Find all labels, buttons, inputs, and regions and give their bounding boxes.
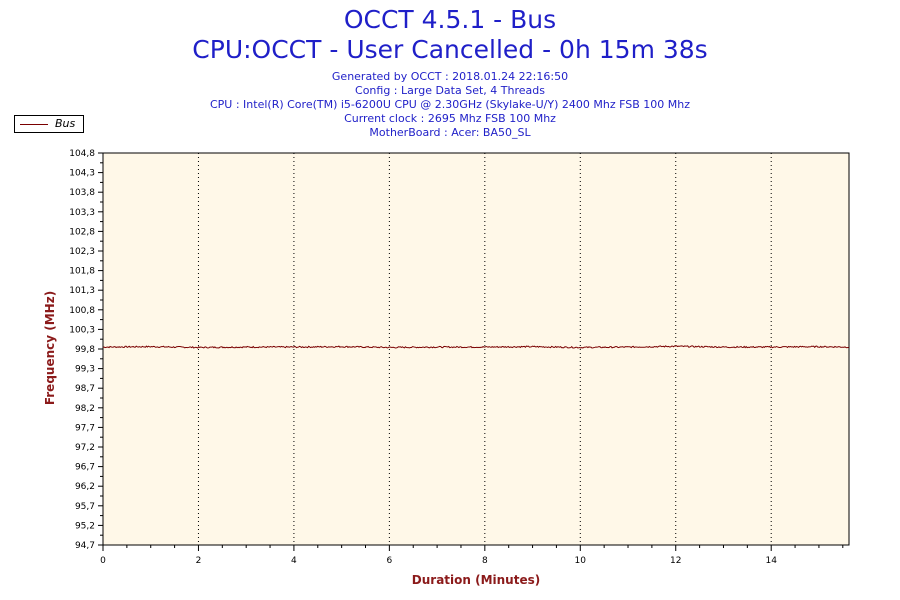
x-tick-label: 14 xyxy=(765,556,777,566)
grid-lines xyxy=(197,153,772,545)
x-tick-label: 6 xyxy=(387,556,393,566)
y-tick-label: 97,7 xyxy=(75,423,95,433)
chart-legend: Bus xyxy=(14,115,84,133)
y-tick-label: 95,2 xyxy=(75,521,95,531)
x-axis-title: Duration (Minutes) xyxy=(412,573,540,587)
info-motherboard: MotherBoard : Acer: BA50_SL xyxy=(369,126,531,139)
plot-area xyxy=(102,152,850,546)
y-tick-label: 99,3 xyxy=(75,365,95,375)
x-tick-label: 2 xyxy=(196,556,202,566)
chart-subtitle: CPU:OCCT - User Cancelled - 0h 15m 38s xyxy=(192,35,708,64)
y-tick-label: 101,3 xyxy=(69,286,95,296)
y-tick-label: 95,7 xyxy=(75,502,95,512)
y-axis-ticks: 94,7 95,2 95,7 96,2 96,7 97,2 97,7 98,2 98,7 99,3… xyxy=(69,149,103,551)
y-tick-label: 104,3 xyxy=(69,169,95,179)
info-generated: Generated by OCCT : 2018.01.24 22:16:50 xyxy=(331,70,569,83)
y-tick-label: 96,7 xyxy=(75,463,95,473)
y-tick-label: 98,2 xyxy=(75,404,95,414)
y-tick-label: 94,7 xyxy=(75,541,95,551)
info-cpu: CPU : Intel(R) Core(TM) i5-6200U CPU @ 2… xyxy=(209,98,691,111)
y-tick-label: 103,3 xyxy=(69,208,95,218)
chart-title: OCCT 4.5.1 - Bus xyxy=(343,5,557,34)
x-tick-label: 0 xyxy=(100,556,106,566)
y-tick-label: 97,2 xyxy=(75,443,95,453)
x-axis-ticks: 0 2 4 6 8 10 12 14 xyxy=(100,545,844,566)
legend-series-swatch xyxy=(20,124,48,125)
info-config: Config : Large Data Set, 4 Threads xyxy=(355,84,545,97)
info-clock: Current clock : 2695 Mhz FSB 100 Mhz xyxy=(344,112,556,125)
y-tick-label: 104,8 xyxy=(69,149,95,159)
legend-series-label: Bus xyxy=(55,117,76,130)
y-tick-label: 96,2 xyxy=(75,482,95,492)
x-tick-label: 4 xyxy=(291,556,297,566)
x-tick-label: 12 xyxy=(670,556,681,566)
y-axis-title: Frequency (MHz) xyxy=(43,291,57,405)
y-tick-label: 98,7 xyxy=(75,384,95,394)
y-tick-label: 100,8 xyxy=(69,306,95,316)
y-tick-label: 102,8 xyxy=(69,227,95,237)
y-tick-label: 101,8 xyxy=(69,267,95,277)
y-tick-label: 99,8 xyxy=(75,345,95,355)
series-line-bus xyxy=(102,345,850,349)
y-tick-label: 100,3 xyxy=(69,325,95,335)
y-tick-label: 102,3 xyxy=(69,247,95,257)
x-tick-label: 8 xyxy=(482,556,488,566)
y-tick-label: 103,8 xyxy=(69,188,95,198)
x-tick-label: 10 xyxy=(575,556,587,566)
